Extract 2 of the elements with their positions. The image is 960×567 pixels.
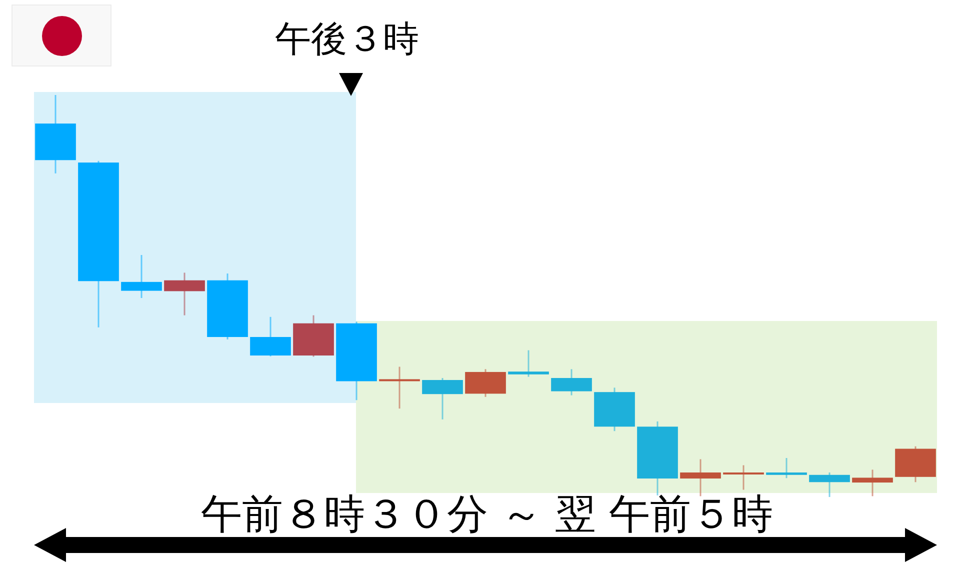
- annotation: 午後３時: [275, 19, 419, 60]
- annotation: 午前８時３０分 ～ 翌 午前５時: [200, 490, 774, 538]
